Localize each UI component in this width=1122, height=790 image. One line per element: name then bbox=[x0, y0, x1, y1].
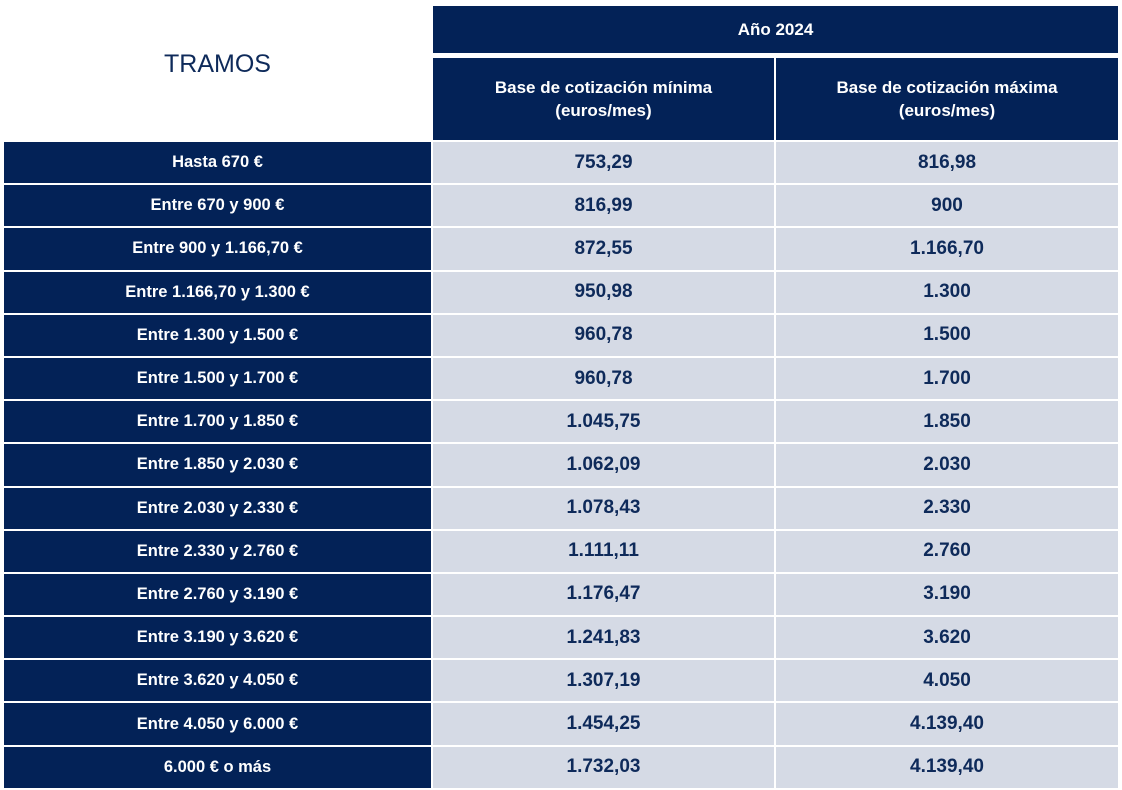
table-row: Entre 3.620 y 4.050 € 1.307,19 4.050 bbox=[4, 660, 1118, 702]
min-base-header-line2: (euros/mes) bbox=[555, 101, 652, 120]
min-base-cell: 1.454,25 bbox=[433, 703, 774, 745]
table-row: Entre 900 y 1.166,70 € 872,55 1.166,70 bbox=[4, 228, 1118, 270]
max-base-cell: 2.330 bbox=[776, 487, 1118, 529]
tramo-cell: Hasta 670 € bbox=[4, 142, 431, 184]
min-base-cell: 1.062,09 bbox=[433, 444, 774, 486]
min-base-cell: 960,78 bbox=[433, 357, 774, 400]
table-row: Entre 670 y 900 € 816,99 900 bbox=[4, 185, 1118, 227]
tramo-cell: Entre 1.500 y 1.700 € bbox=[4, 357, 431, 400]
tramo-cell: Entre 3.620 y 4.050 € bbox=[4, 660, 431, 702]
min-base-header: Base de cotización mínima (euros/mes) bbox=[433, 58, 774, 140]
table-row: Entre 2.030 y 2.330 € 1.078,43 2.330 bbox=[4, 487, 1118, 529]
max-base-header: Base de cotización máxima (euros/mes) bbox=[776, 58, 1118, 140]
min-base-header-line1: Base de cotización mínima bbox=[494, 78, 713, 97]
tramo-cell: 6.000 € o más bbox=[4, 746, 431, 788]
min-base-cell: 1.111,11 bbox=[433, 530, 774, 572]
min-base-cell: 872,55 bbox=[433, 228, 774, 270]
table-row: Entre 4.050 y 6.000 € 1.454,25 4.139,40 bbox=[4, 703, 1118, 745]
table-row: Entre 1.700 y 1.850 € 1.045,75 1.850 bbox=[4, 401, 1118, 443]
min-base-cell: 753,29 bbox=[433, 142, 774, 184]
max-base-cell: 4.050 bbox=[776, 660, 1118, 702]
max-base-cell: 4.139,40 bbox=[776, 746, 1118, 788]
tramo-cell: Entre 1.300 y 1.500 € bbox=[4, 314, 431, 356]
min-base-cell: 960,78 bbox=[433, 314, 774, 356]
contribution-table-body: Hasta 670 € 753,29 816,98 Entre 670 y 90… bbox=[4, 142, 1118, 788]
max-base-cell: 1.500 bbox=[776, 314, 1118, 356]
max-base-cell: 2.760 bbox=[776, 530, 1118, 572]
table-row: Entre 3.190 y 3.620 € 1.241,83 3.620 bbox=[4, 617, 1118, 659]
max-base-cell: 1.300 bbox=[776, 271, 1118, 313]
max-base-cell: 3.190 bbox=[776, 573, 1118, 616]
max-base-cell: 2.030 bbox=[776, 444, 1118, 486]
year-header: Año 2024 bbox=[433, 6, 1118, 53]
table-row: Entre 2.330 y 2.760 € 1.111,11 2.760 bbox=[4, 530, 1118, 572]
min-base-cell: 1.078,43 bbox=[433, 487, 774, 529]
max-base-cell: 1.700 bbox=[776, 357, 1118, 400]
max-base-header-line1: Base de cotización máxima bbox=[836, 78, 1058, 97]
max-base-cell: 900 bbox=[776, 185, 1118, 227]
tramos-title: TRAMOS bbox=[164, 50, 271, 78]
min-base-cell: 1.307,19 bbox=[433, 660, 774, 702]
table-row: Entre 1.166,70 y 1.300 € 950,98 1.300 bbox=[4, 271, 1118, 313]
table-row: Entre 1.500 y 1.700 € 960,78 1.700 bbox=[4, 357, 1118, 400]
tramo-cell: Entre 2.330 y 2.760 € bbox=[4, 530, 431, 572]
max-base-cell: 1.166,70 bbox=[776, 228, 1118, 270]
tramo-cell: Entre 2.760 y 3.190 € bbox=[4, 573, 431, 616]
tramo-cell: Entre 670 y 900 € bbox=[4, 185, 431, 227]
table-row: Hasta 670 € 753,29 816,98 bbox=[4, 142, 1118, 184]
min-base-cell: 816,99 bbox=[433, 185, 774, 227]
min-base-cell: 1.045,75 bbox=[433, 401, 774, 443]
max-base-cell: 816,98 bbox=[776, 142, 1118, 184]
tramo-cell: Entre 2.030 y 2.330 € bbox=[4, 487, 431, 529]
tramo-cell: Entre 4.050 y 6.000 € bbox=[4, 703, 431, 745]
max-base-cell: 1.850 bbox=[776, 401, 1118, 443]
max-base-cell: 3.620 bbox=[776, 617, 1118, 659]
table-row: Entre 1.300 y 1.500 € 960,78 1.500 bbox=[4, 314, 1118, 356]
table-row: 6.000 € o más 1.732,03 4.139,40 bbox=[4, 746, 1118, 788]
min-base-cell: 1.176,47 bbox=[433, 573, 774, 616]
tramo-cell: Entre 1.850 y 2.030 € bbox=[4, 444, 431, 486]
min-base-cell: 1.241,83 bbox=[433, 617, 774, 659]
table-row: Entre 2.760 y 3.190 € 1.176,47 3.190 bbox=[4, 573, 1118, 616]
max-base-cell: 4.139,40 bbox=[776, 703, 1118, 745]
min-base-cell: 950,98 bbox=[433, 271, 774, 313]
tramo-cell: Entre 900 y 1.166,70 € bbox=[4, 228, 431, 270]
min-base-cell: 1.732,03 bbox=[433, 746, 774, 788]
max-base-header-line2: (euros/mes) bbox=[898, 101, 996, 120]
table-row: Entre 1.850 y 2.030 € 1.062,09 2.030 bbox=[4, 444, 1118, 486]
tramo-cell: Entre 3.190 y 3.620 € bbox=[4, 617, 431, 659]
tramo-cell: Entre 1.166,70 y 1.300 € bbox=[4, 271, 431, 313]
tramo-cell: Entre 1.700 y 1.850 € bbox=[4, 401, 431, 443]
